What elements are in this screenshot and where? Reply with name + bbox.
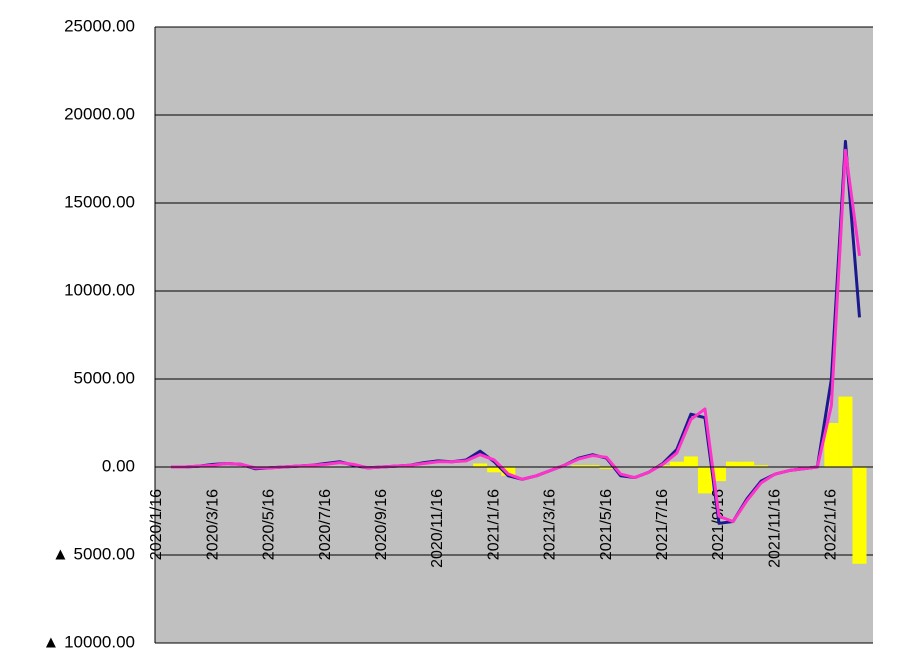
x-tick-label: 2020/3/16 — [204, 489, 221, 560]
x-tick-label: 2020/9/16 — [373, 489, 390, 560]
y-tick-label: 5000.00 — [74, 368, 135, 387]
bar — [697, 467, 712, 494]
x-tick-label: 2021/1/16 — [485, 489, 502, 560]
x-tick-label: 2020/11/16 — [429, 489, 446, 568]
x-tick-label: 2020/7/16 — [317, 489, 334, 560]
bar — [726, 461, 741, 467]
bar — [754, 465, 769, 467]
bar — [740, 461, 755, 467]
bar — [824, 423, 839, 467]
x-tick-label: 2021/7/16 — [654, 489, 671, 560]
plot-area — [155, 27, 873, 643]
y-tick-label: ▲ 10000.00 — [43, 632, 135, 651]
bar — [669, 461, 684, 467]
y-tick-label: 25000.00 — [64, 16, 135, 35]
bar — [487, 467, 502, 473]
bar — [852, 467, 867, 564]
x-tick-label: 2020/5/16 — [261, 489, 278, 560]
bar — [585, 465, 600, 467]
y-tick-label: 15000.00 — [64, 192, 135, 211]
bar — [571, 465, 586, 467]
bar — [711, 467, 727, 482]
x-tick-label: 2022/1/16 — [823, 489, 840, 560]
bar — [501, 467, 516, 476]
bar — [599, 467, 614, 469]
x-tick-label: 2021/5/16 — [598, 489, 615, 560]
bar — [683, 456, 698, 467]
y-tick-label: 10000.00 — [64, 280, 135, 299]
x-tick-label: 2021/3/16 — [542, 489, 559, 560]
bar — [655, 465, 670, 467]
bar — [838, 396, 853, 467]
bar — [473, 463, 488, 467]
y-tick-label: 0.00 — [102, 456, 135, 475]
y-tick-label: 20000.00 — [64, 104, 135, 123]
y-tick-label: ▲ 5000.00 — [52, 544, 135, 563]
x-tick-label: 2021/11/16 — [766, 489, 783, 568]
x-tick-label: 2020/1/16 — [148, 489, 165, 560]
